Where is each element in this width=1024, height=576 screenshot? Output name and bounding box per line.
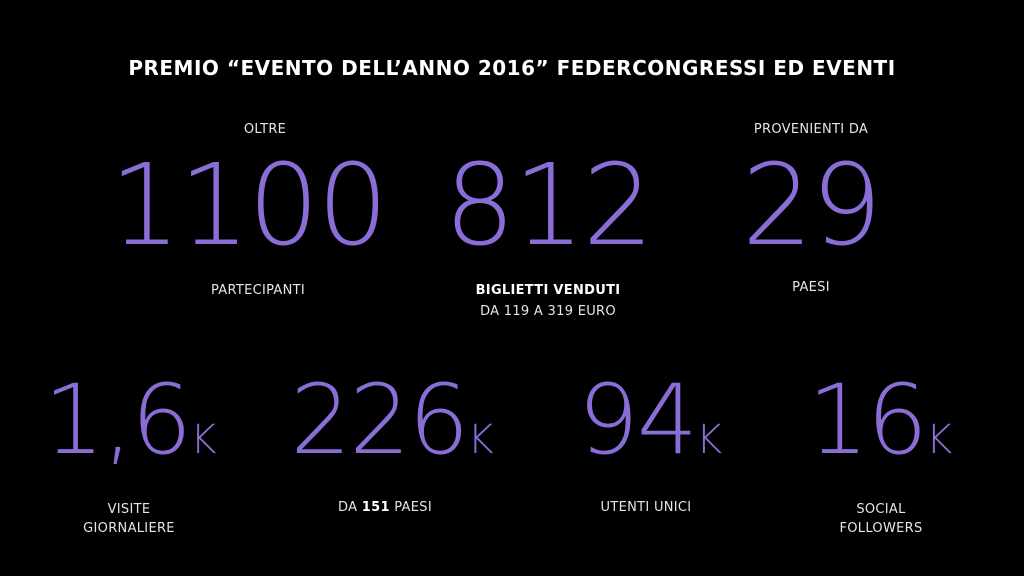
stat-label: UTENTI UNICI bbox=[600, 500, 692, 515]
number: 1,6 bbox=[43, 364, 193, 476]
stat-label: PAESI bbox=[792, 280, 830, 295]
stat-label: PARTECIPANTI bbox=[210, 283, 306, 298]
stat-label: DA 151 PAESI bbox=[285, 500, 485, 515]
pre-label: PROVENIENTI DA bbox=[753, 122, 869, 137]
stat-number: 94K bbox=[520, 372, 780, 468]
title: PREMIO “EVENTO DELL’ANNO 2016” FEDERCONG… bbox=[128, 56, 896, 80]
label-text: PAESI bbox=[394, 500, 432, 515]
label-bold: 151 bbox=[361, 500, 390, 515]
stat-label: VISITE GIORNALIERE bbox=[83, 502, 175, 536]
stat-label: SOCIAL FOLLOWERS bbox=[839, 502, 923, 536]
unit: K bbox=[695, 417, 723, 463]
unit: K bbox=[190, 417, 217, 463]
stat-number: 16K bbox=[750, 372, 1010, 468]
stat-sub: DA 119 A 319 EURO bbox=[480, 304, 616, 319]
unit: K bbox=[467, 417, 494, 463]
stat-number: 1,6K bbox=[0, 372, 260, 468]
number: 94 bbox=[577, 364, 698, 476]
big-number: 812 bbox=[444, 141, 654, 271]
number: 226 bbox=[290, 364, 469, 476]
big-number: 1100 bbox=[109, 141, 388, 271]
stat-number: 226K bbox=[262, 372, 522, 468]
number: 16 bbox=[807, 364, 928, 476]
pre-label: OLTRE bbox=[243, 122, 287, 137]
unit: K bbox=[925, 417, 953, 463]
label-text: DA bbox=[338, 500, 358, 515]
stat-label: BIGLIETTI VENDUTI bbox=[475, 283, 621, 298]
big-number: 29 bbox=[741, 141, 883, 271]
